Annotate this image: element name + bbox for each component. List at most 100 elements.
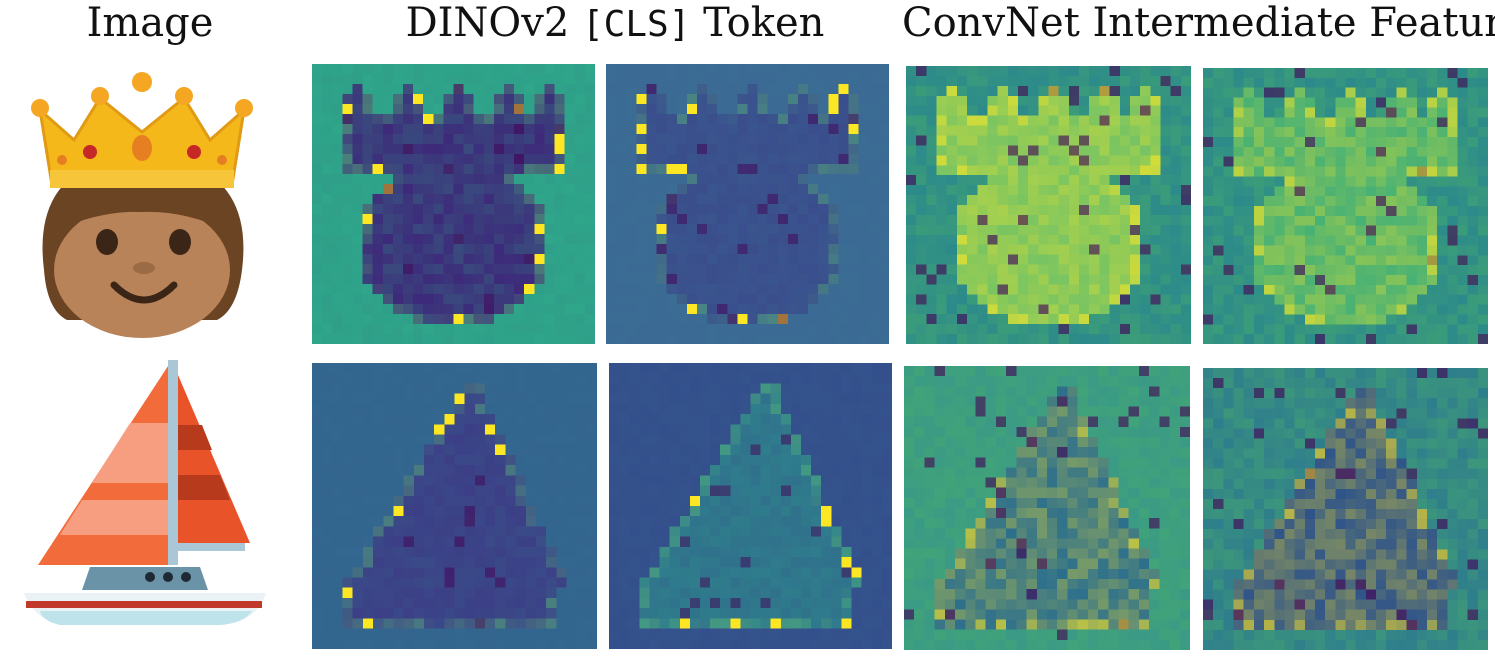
feature-cell [393, 475, 404, 486]
feature-cell [965, 366, 976, 377]
feature-cell [838, 284, 849, 295]
feature-cell [1314, 127, 1326, 138]
feature-cell [904, 437, 915, 448]
feature-cell [676, 264, 688, 275]
feature-cell [1253, 137, 1265, 148]
feature-cell [1160, 75, 1171, 87]
feature-cell [534, 154, 545, 165]
feature-cell [838, 84, 849, 95]
feature-cell [1089, 254, 1100, 265]
feature-cell [669, 403, 680, 415]
feature-cell [1304, 186, 1316, 197]
feature-cell [821, 414, 832, 425]
feature-cell [1365, 206, 1377, 217]
feature-cell [312, 214, 323, 225]
feature-cell [1140, 304, 1151, 315]
feature-cell [1365, 245, 1377, 256]
feature-cell [352, 393, 364, 405]
feature-cell [727, 124, 738, 135]
feature-cell [544, 224, 555, 235]
feature-cell [676, 284, 688, 295]
feature-cell [576, 516, 588, 527]
feature-cell [1180, 234, 1191, 245]
feature-cell [1036, 447, 1048, 458]
feature-cell [453, 114, 464, 125]
feature-cell [821, 465, 832, 476]
feature-cell [1077, 447, 1089, 458]
feature-cell [1203, 314, 1214, 325]
feature-cell [1284, 255, 1295, 266]
feature-cell [818, 204, 829, 215]
feature-cell [534, 324, 545, 335]
feature-cell [649, 424, 660, 435]
feature-cell [926, 145, 937, 156]
feature-cell [1098, 376, 1109, 387]
feature-cell [423, 526, 435, 537]
feature-cell [463, 284, 474, 295]
feature-cell [1038, 175, 1049, 186]
feature-cell [1264, 186, 1275, 197]
feature-cell [444, 536, 455, 548]
feature-cell [1129, 115, 1141, 126]
feature-cell [1007, 195, 1019, 206]
feature-cell [1264, 235, 1275, 246]
feature-cell [934, 386, 946, 397]
feature-cell [544, 184, 555, 195]
feature-cell [818, 254, 829, 265]
feature-cell [967, 105, 978, 116]
feature-cell [720, 516, 731, 527]
feature-cell [514, 184, 525, 195]
feature-cell [740, 638, 751, 649]
feature-cell [750, 393, 761, 405]
feature-cell [1026, 447, 1037, 458]
feature-cell [1416, 225, 1428, 236]
feature-cell [858, 194, 869, 205]
feature-cell [586, 403, 597, 415]
feature-cell [392, 144, 404, 155]
feature-cell [556, 495, 567, 507]
feature-cell [1180, 66, 1191, 77]
feature-cell [505, 373, 516, 384]
feature-cell [717, 74, 728, 85]
feature-cell [443, 134, 454, 145]
feature-cell [906, 294, 917, 305]
feature-cell [1304, 334, 1316, 344]
feature-cell [841, 608, 852, 619]
feature-cell [464, 434, 476, 445]
feature-cell [686, 174, 698, 185]
feature-cell [322, 454, 333, 466]
feature-cell [737, 324, 748, 335]
feature-cell [1264, 284, 1275, 295]
feature-cell [720, 557, 731, 568]
feature-cell [787, 264, 799, 275]
feature-cell [649, 608, 660, 619]
feature-cell [1253, 265, 1265, 276]
feature-cell [750, 506, 761, 517]
feature-cell [535, 373, 547, 384]
feature-cell [556, 577, 567, 588]
feature-cell [1406, 87, 1417, 98]
feature-cell [710, 546, 721, 558]
feature-cell [686, 224, 698, 235]
feature-cell [878, 184, 889, 195]
feature-cell [362, 424, 374, 435]
feature-cell [1426, 265, 1438, 276]
feature-cell [848, 164, 859, 175]
feature-cell [1437, 77, 1448, 88]
feature-cell [1150, 254, 1161, 265]
feature-cell [777, 264, 789, 275]
feature-cell [686, 254, 698, 265]
feature-cell [924, 416, 935, 428]
feature-cell [1223, 77, 1234, 88]
feature-cell [1098, 406, 1109, 417]
feature-cell [1006, 426, 1017, 438]
feature-cell [1203, 275, 1214, 286]
feature-cell [906, 224, 917, 235]
feature-cell [1160, 234, 1171, 245]
feature-cell [504, 214, 515, 225]
feature-cell [747, 254, 758, 265]
feature-cell [556, 465, 567, 476]
feature-cell [1294, 225, 1305, 236]
feature-cell [514, 74, 525, 85]
feature-cell [332, 114, 343, 125]
